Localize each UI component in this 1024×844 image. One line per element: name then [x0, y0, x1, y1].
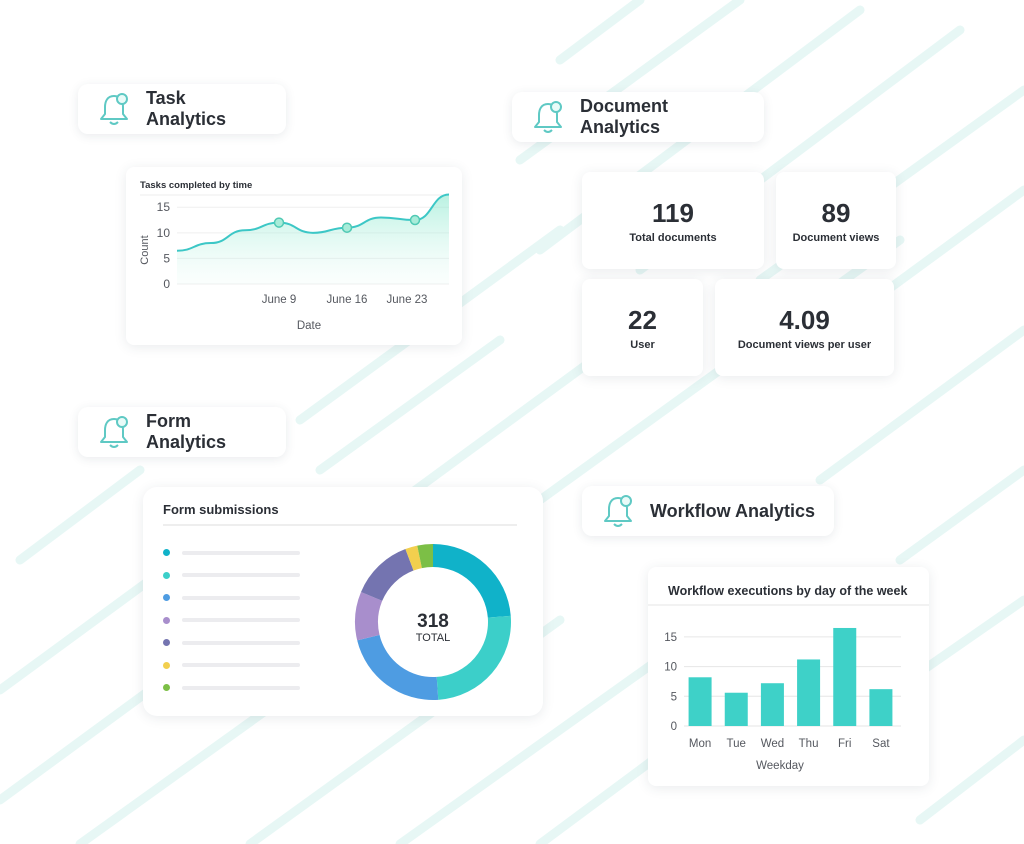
workflow-chart-card: Workflow executions by day of the week 0…	[648, 567, 929, 786]
stat-label: Document views per user	[737, 338, 872, 351]
stat-views-per-user: 4.09 Document views per user	[715, 279, 894, 376]
legend-placeholder-bar	[182, 663, 300, 667]
x-axis-label: Date	[297, 320, 321, 332]
legend-placeholder-bar	[182, 550, 300, 555]
y-tick-label: 0	[163, 277, 170, 291]
legend-dot	[163, 594, 170, 601]
bell-icon	[604, 495, 632, 527]
data-point	[273, 217, 285, 228]
legend-dot	[163, 684, 170, 691]
donut-total-label: TOTAL	[416, 632, 450, 644]
chart-title: Workflow executions by day of the week	[668, 584, 907, 598]
stat-value: 119	[652, 197, 694, 228]
bar-tue	[724, 692, 748, 726]
task-analytics-header[interactable]: Task Analytics	[78, 84, 286, 134]
bar-wed	[760, 683, 784, 726]
y-tick-label: 0	[671, 721, 677, 733]
stat-value: 22	[628, 304, 657, 335]
stat-label: User	[630, 338, 655, 351]
chart-title: Tasks completed by time	[140, 180, 252, 191]
legend-item	[163, 639, 300, 646]
y-tick-label: 15	[664, 632, 677, 644]
legend-placeholder-bar	[182, 640, 300, 645]
form-analytics-header[interactable]: Form Analytics	[78, 407, 286, 457]
line-chart-series	[176, 193, 450, 252]
legend-dot	[163, 639, 170, 646]
x-axis-label: Weekday	[756, 760, 804, 772]
bar-mon	[688, 677, 712, 726]
x-tick-label: Fri	[838, 738, 851, 750]
legend-placeholder-bar	[182, 573, 300, 577]
stat-user: 22 User	[582, 279, 703, 376]
y-axis-label: Count	[139, 235, 151, 264]
legend-item	[163, 661, 300, 669]
legend-dot	[163, 549, 170, 556]
stat-document-views: 89 Document views	[776, 172, 896, 269]
workflow-analytics-title: Workflow Analytics	[650, 500, 816, 521]
donut-slice	[436, 615, 511, 700]
donut-slice	[405, 545, 422, 571]
document-analytics-title: Document Analytics	[580, 96, 669, 137]
donut-slice	[417, 544, 433, 569]
legend-item	[163, 616, 300, 624]
document-analytics-header[interactable]: Document Analytics	[512, 92, 764, 142]
legend-dot	[163, 616, 170, 624]
line-chart-area	[177, 194, 449, 284]
form-submissions-card: Form submissions 318 TOTAL	[143, 487, 543, 716]
donut-slice	[355, 591, 383, 641]
y-tick-label: 10	[664, 662, 677, 674]
y-tick-label: 5	[671, 691, 677, 703]
donut-slice	[433, 544, 511, 618]
workflow-bar-chart: Workflow executions by day of the week 0…	[648, 584, 929, 772]
x-tick-label: Tue	[727, 738, 746, 750]
donut-slice	[357, 634, 439, 700]
stat-value: 89	[821, 197, 851, 228]
title-divider	[163, 524, 517, 526]
bell-icon	[100, 416, 128, 448]
x-tick-label: Sat	[872, 738, 890, 750]
y-tick-label: 5	[163, 251, 170, 265]
data-point	[341, 222, 353, 233]
stat-label: Document views	[792, 231, 880, 244]
legend-item	[163, 571, 300, 579]
legend-item	[163, 684, 300, 691]
legend-placeholder-bar	[182, 595, 300, 600]
bell-icon	[100, 93, 128, 125]
x-tick-label: June 23	[387, 294, 428, 306]
legend-placeholder-bar	[182, 685, 300, 690]
bar-sat	[869, 689, 893, 726]
x-tick-label: June 16	[327, 294, 368, 306]
stat-label: Total documents	[629, 231, 717, 244]
x-tick-label: June 9	[262, 294, 297, 306]
donut-total: 318	[417, 611, 449, 632]
x-tick-label: Wed	[761, 738, 784, 750]
legend-dot	[163, 661, 170, 669]
legend-placeholder-bar	[182, 618, 300, 622]
form-donut-chart: 318 TOTAL	[355, 544, 511, 700]
x-tick-label: Mon	[689, 738, 711, 750]
y-tick-label: 15	[157, 200, 171, 214]
x-tick-label: Thu	[799, 738, 819, 750]
bell-icon	[534, 101, 562, 133]
form-analytics-title: Form Analytics	[146, 411, 227, 452]
workflow-analytics-header[interactable]: Workflow Analytics	[582, 486, 834, 536]
legend-item	[163, 594, 300, 601]
tasks-chart-card: Tasks completed by time 0 5 10 15 June 9 Jun…	[126, 167, 462, 345]
bar-thu	[797, 659, 821, 726]
stat-total-documents: 119 Total documents	[582, 172, 764, 269]
stat-value: 4.09	[779, 304, 830, 335]
y-tick-label: 10	[157, 226, 171, 240]
data-point	[409, 214, 421, 226]
donut-slice	[361, 549, 414, 601]
task-analytics-title: Task Analytics	[146, 88, 227, 129]
legend-item	[163, 549, 300, 556]
tasks-line-chart: Tasks completed by time 0 5 10 15 June 9 Jun…	[139, 180, 450, 332]
form-submissions-title: Form submissions	[163, 502, 279, 517]
legend-dot	[163, 571, 170, 579]
bar-fri	[833, 627, 857, 726]
